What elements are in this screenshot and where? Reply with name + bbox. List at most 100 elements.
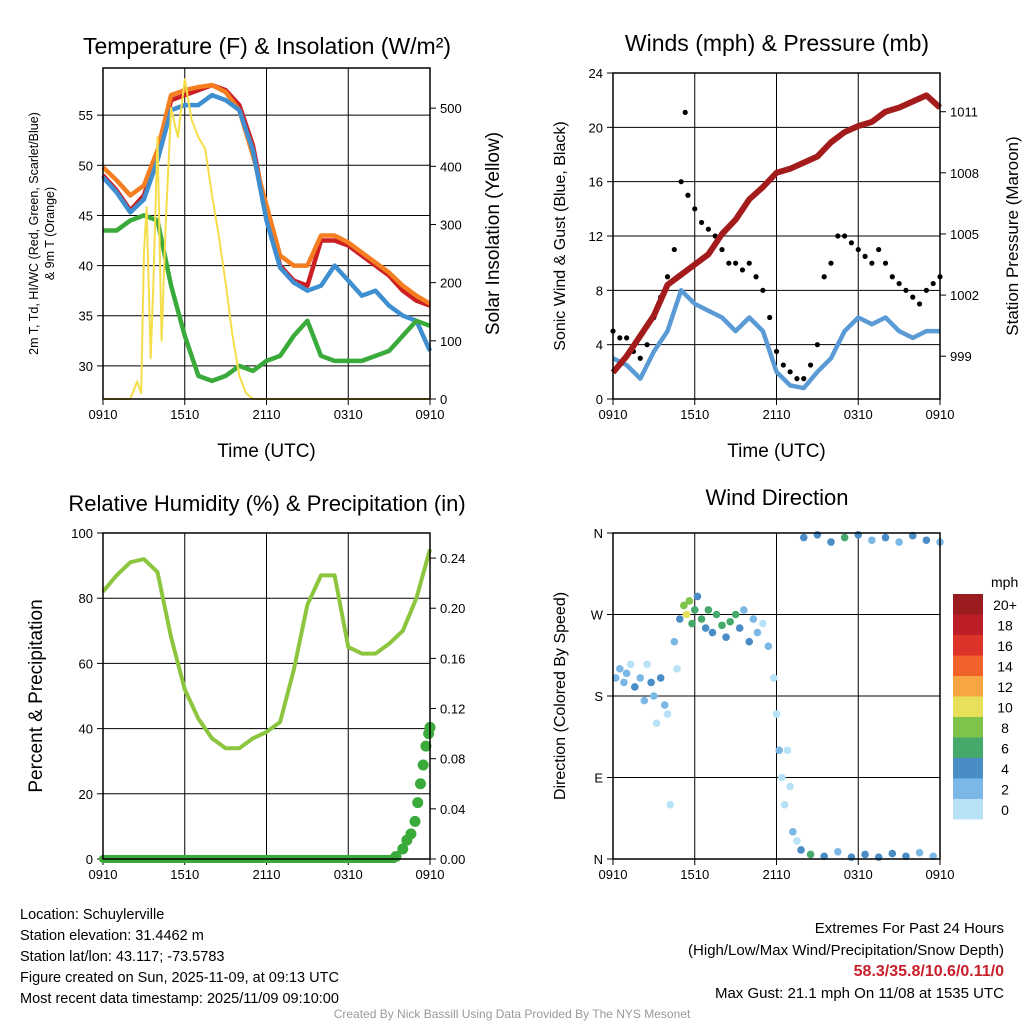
direction-point [685,597,694,605]
direction-point [929,852,937,861]
direction-point [797,846,805,854]
data-point-gust [882,260,889,266]
y-tick-label: 20 [589,120,603,135]
x-tick-label: 1510 [170,867,199,882]
direction-point [701,624,710,632]
legend-swatch [953,614,983,635]
plot-frame [612,72,941,400]
figure-created: Figure created on Sun, 2025-11-09, at 09… [20,970,339,986]
x-tick-label: 1510 [680,867,709,882]
y-tick-label: 16 [589,175,603,190]
data-point-precip [417,759,429,771]
legend-label: 6 [1001,741,1009,757]
legend-swatch [953,799,983,820]
data-point-gust [682,109,688,115]
y2-tick-label: 100 [440,334,462,349]
direction-point [772,710,781,718]
data-point-gust [916,301,923,307]
direction-point [616,665,624,673]
data-point-gust [773,348,780,355]
direction-point [753,628,762,637]
direction-point [660,701,669,709]
data-point-gust [617,335,623,341]
data-point-gust [664,274,671,280]
extremes-title: Extremes For Past 24 Hours [814,920,1004,937]
direction-point [793,837,801,845]
legend-swatch [953,737,983,758]
y-axis-label: Percent & Precipitation [26,599,47,792]
direction-point [682,610,691,619]
y2-tick-label: 0.24 [440,551,465,566]
series-line-rh [101,548,432,751]
y-tick-label: 8 [596,283,603,298]
data-point-gust [692,206,698,212]
y-tick-label: 60 [79,656,93,671]
y2-tick-label: 999 [950,349,972,364]
legend-swatch [953,696,983,717]
data-point-gust [930,280,936,287]
legend-swatch [953,594,983,615]
data-point-gust [644,342,650,348]
direction-point [631,683,639,691]
x-tick-label: 1510 [170,407,199,422]
y2-tick-label: 0.16 [440,651,465,666]
x-tick-label: 0310 [844,867,873,882]
data-point-gust [726,260,732,266]
series-line-dewpoint [103,213,431,384]
series-line-pressure [610,92,943,375]
legend-swatch [953,676,983,697]
y-tick-label: E [594,771,603,786]
plot-frame [102,532,431,860]
y-tick-label: 50 [79,158,93,173]
x-axis-label: Time (UTC) [727,441,826,462]
y2-tick-label: 0.20 [440,601,465,616]
direction-point [626,660,635,669]
legend-label: 4 [1001,761,1009,777]
y2-tick-label: 200 [440,276,462,291]
data-point-gust [760,287,766,293]
data-point-gust [698,219,705,226]
data-point-gust [862,253,868,259]
y2-axis-label: Solar Insolation (Yellow) [483,132,504,335]
direction-point [902,852,910,861]
data-point-gust [869,260,875,266]
direction-point [888,849,897,858]
data-point-gust [753,274,759,280]
direction-point [834,847,842,856]
data-point-gust [678,179,684,185]
y-tick-label: 80 [79,591,93,606]
direction-point [652,719,661,727]
direction-point [915,848,924,857]
direction-point [636,674,645,682]
panel-temp: Temperature (F) & Insolation (W/m²) 0910 1… [27,33,504,462]
direction-point [656,674,665,682]
direction-point [722,633,730,641]
y2-tick-label: 0.00 [440,852,465,867]
x-tick-label: 0310 [334,407,363,422]
data-point-gust [780,362,786,368]
data-point-gust [889,274,895,280]
direction-point [908,531,917,540]
direction-point [690,606,699,614]
direction-point [680,601,688,610]
legend-title: mph [991,574,1018,590]
data-point-gust [705,226,711,232]
direction-point [778,773,786,782]
station-info: Location: Schuylerville Station elevatio… [20,905,339,1010]
direction-point [775,746,784,755]
y-tick-label: 12 [589,229,603,244]
data-point-precip [412,797,424,809]
direction-point [840,533,849,542]
chart-title: Winds (mph) & Pressure (mb) [625,30,929,56]
data-point-gust [807,362,814,368]
direction-point [712,610,721,619]
extremes-values: 58.3/35.8/10.6/0.11/0 [853,963,1004,980]
direction-point [735,624,744,632]
y2-tick-label: 1011 [950,105,978,120]
x-tick-label: 2110 [253,867,281,882]
data-point-gust [814,342,820,348]
direction-point [783,746,792,755]
y2-tick-label: 0.12 [440,702,465,717]
data-point-gust [903,287,909,293]
legend-swatch [953,635,983,656]
